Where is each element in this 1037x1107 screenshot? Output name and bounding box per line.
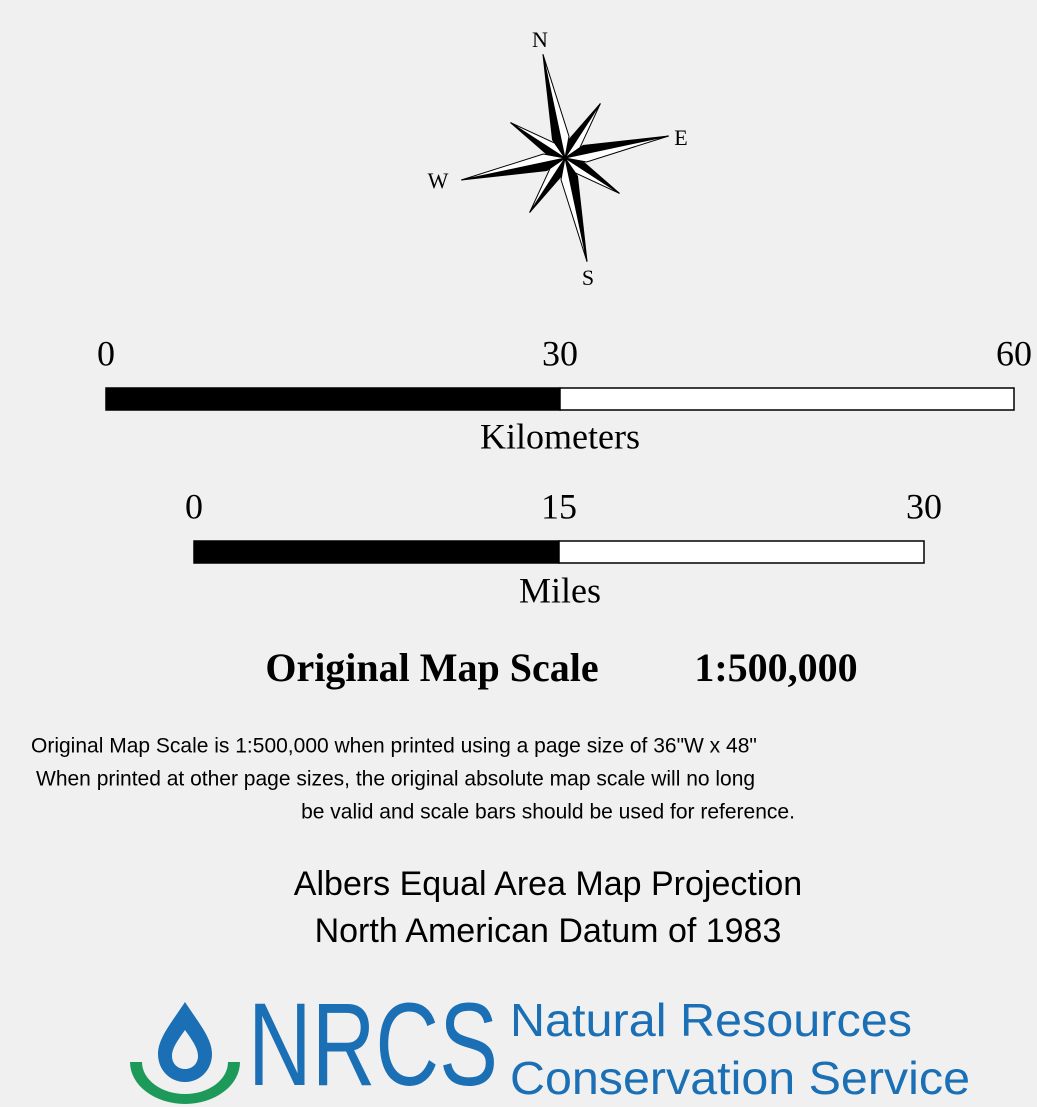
scale-tick-label: 30 [906,486,942,526]
scale-segment [106,388,560,410]
scale-tick-label: 15 [541,486,577,526]
note-line: be valid and scale bars should be used f… [301,801,795,824]
scale-segment [559,541,924,563]
note-line: When printed at other page sizes, the or… [36,768,755,791]
projection-line: Albers Equal Area Map Projection [294,865,802,903]
compass-south: S [582,265,594,290]
scale-segment [194,541,559,563]
logo-acronym: NRCS [248,979,498,1107]
scale-unit: Miles [519,570,601,610]
compass-east: E [674,125,687,150]
projection-line: North American Datum of 1983 [315,912,782,950]
scale-title-ratio: 1:500,000 [694,645,857,690]
scale-tick-label: 0 [97,333,115,373]
scale-tick-label: 30 [542,333,578,373]
compass-west: W [428,168,449,193]
note-line: Original Map Scale is 1:500,000 when pri… [31,735,757,758]
scale-title-label: Original Map Scale [265,645,598,690]
scale-unit: Kilometers [480,416,640,456]
logo-line: Natural Resources [510,994,912,1046]
scale-segment [560,388,1014,410]
map-legend: N E S W 0 30 60 Kilometers 0 15 30 Miles Origin… [0,0,1037,1107]
scale-tick-label: 0 [185,486,203,526]
logo-line: Conservation Service [510,1052,970,1104]
compass-north: N [532,27,548,52]
scale-tick-label: 60 [996,333,1032,373]
